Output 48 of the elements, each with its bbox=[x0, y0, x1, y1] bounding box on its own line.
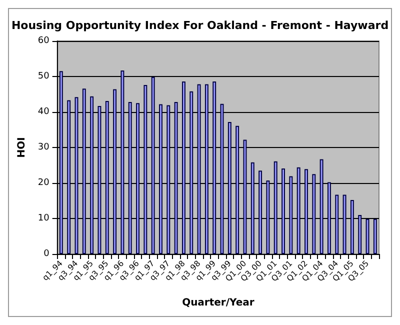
bar bbox=[296, 167, 300, 254]
bar bbox=[282, 168, 285, 254]
bar bbox=[274, 161, 278, 254]
x-axis-title: Quarter/Year bbox=[182, 298, 254, 308]
bar bbox=[182, 81, 186, 254]
chart-title: Housing Opportunity Index For Oakland - Fremont - Hayward bbox=[11, 19, 389, 32]
y-tick-label: 20 bbox=[38, 178, 50, 188]
bar bbox=[204, 84, 208, 254]
bar bbox=[350, 200, 354, 254]
bar bbox=[342, 194, 346, 254]
bar bbox=[197, 84, 201, 254]
bar bbox=[258, 170, 262, 254]
bar bbox=[174, 102, 178, 254]
bar bbox=[228, 122, 232, 254]
bar bbox=[190, 91, 194, 254]
bar bbox=[320, 159, 324, 254]
bar bbox=[67, 100, 71, 254]
bar bbox=[144, 85, 148, 254]
bar bbox=[136, 103, 140, 254]
bar bbox=[266, 180, 270, 254]
bar bbox=[82, 88, 86, 254]
y-tick-label: 30 bbox=[38, 142, 50, 152]
bar bbox=[166, 105, 170, 254]
y-tick-label: 10 bbox=[38, 214, 50, 224]
bar bbox=[98, 106, 102, 254]
y-tick-label: 50 bbox=[38, 72, 50, 82]
y-tick-label: 0 bbox=[44, 249, 50, 259]
bar bbox=[328, 182, 331, 254]
bar bbox=[304, 169, 308, 254]
bar bbox=[236, 126, 240, 254]
y-axis-title: HOI bbox=[16, 137, 28, 158]
bar bbox=[59, 71, 63, 254]
bar bbox=[128, 102, 132, 254]
bar bbox=[105, 100, 109, 254]
y-tick-label: 40 bbox=[38, 107, 50, 117]
y-tick-label: 60 bbox=[38, 36, 50, 46]
bar bbox=[335, 194, 339, 254]
bar bbox=[373, 218, 377, 254]
bar bbox=[289, 176, 293, 254]
bar bbox=[113, 89, 117, 254]
bar bbox=[212, 81, 216, 254]
bar bbox=[250, 162, 254, 254]
bar bbox=[312, 174, 316, 254]
bar bbox=[159, 104, 162, 254]
bar bbox=[90, 96, 94, 254]
bar bbox=[358, 214, 362, 254]
bar bbox=[151, 76, 155, 254]
bar bbox=[120, 70, 124, 254]
